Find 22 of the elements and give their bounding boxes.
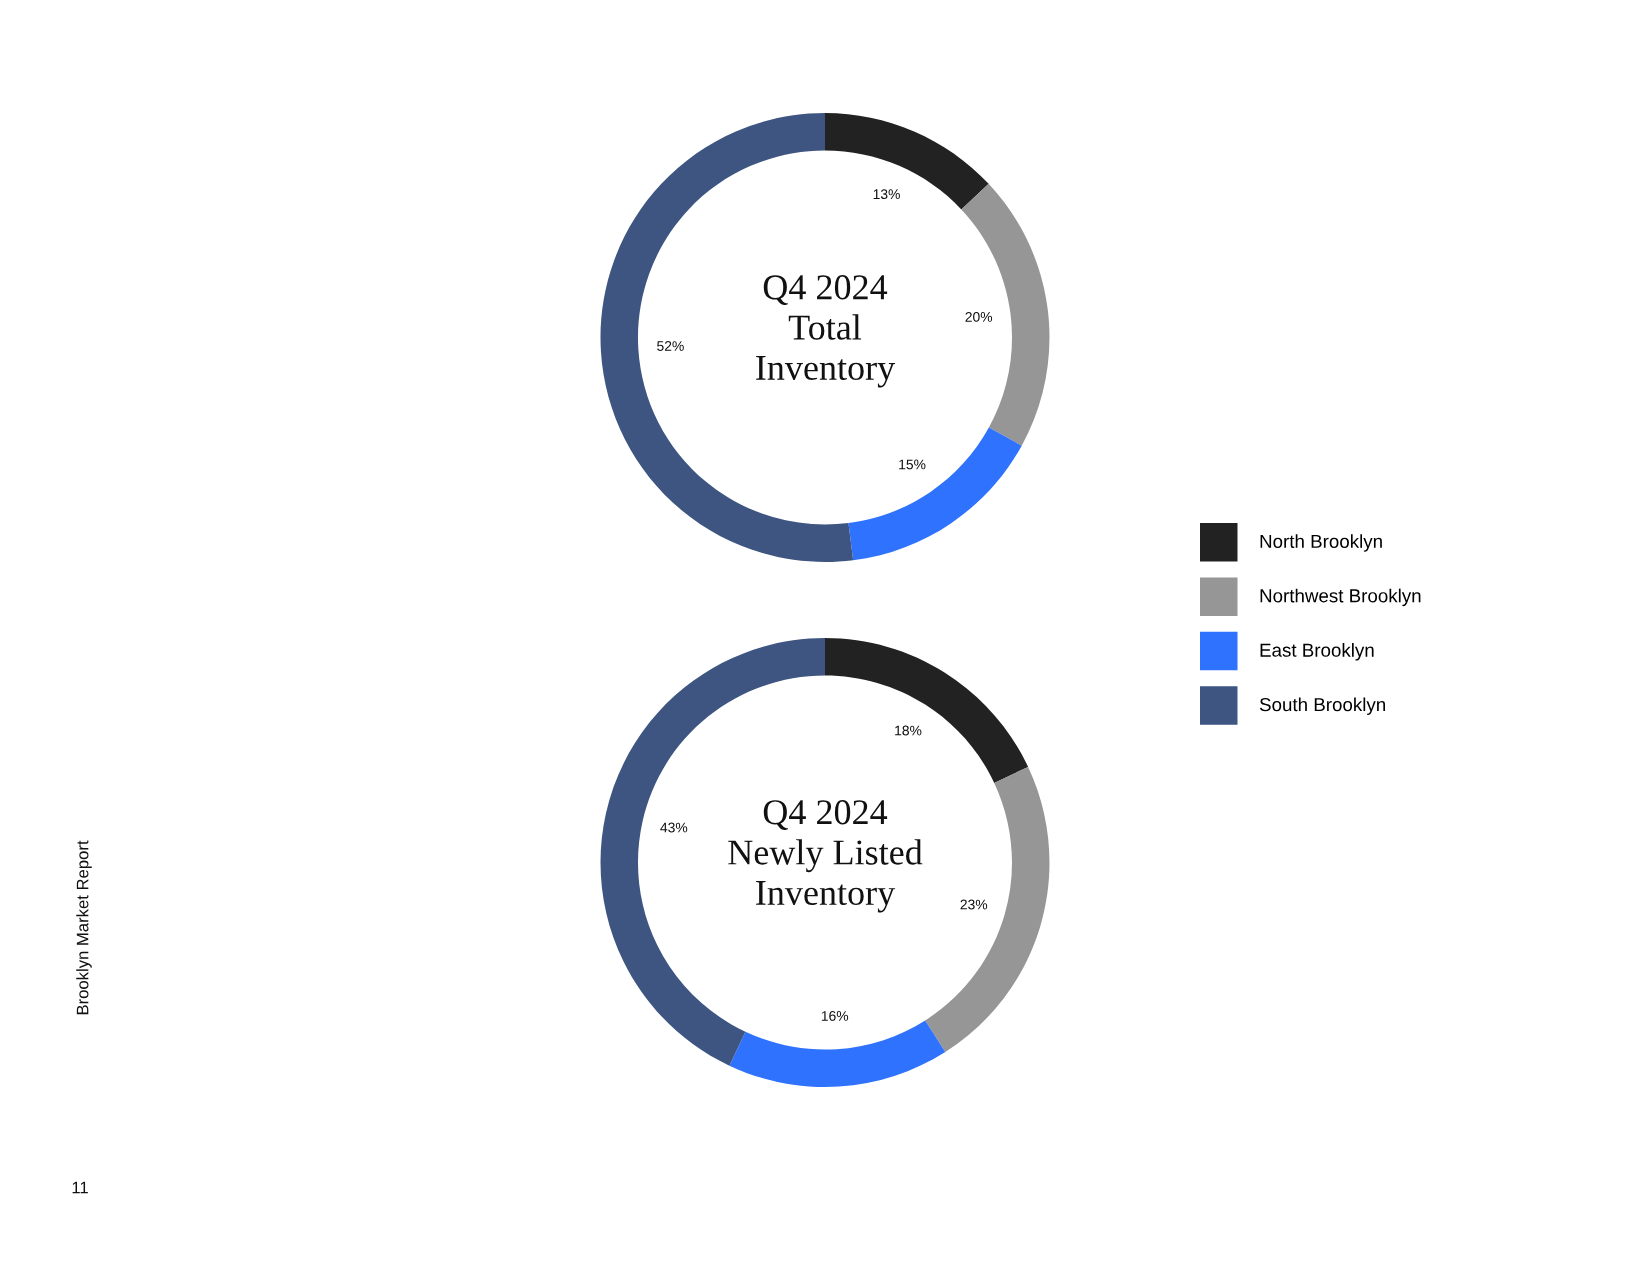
data-label: 52% [657, 341, 684, 351]
data-label: 20% [965, 311, 993, 322]
text: Q4 2024 Newly Listed Inventory [728, 800, 923, 913]
data-label: 23% [960, 899, 988, 910]
donut-slice [848, 427, 1022, 561]
legend-label: North Brooklyn [1260, 534, 1382, 552]
donut-slice [825, 638, 1029, 783]
data-label: 43% [660, 822, 688, 833]
legend-label: East Brooklyn [1260, 643, 1374, 661]
legend-label: Northwest Brooklyn [1260, 588, 1421, 607]
donut-slice [729, 1020, 946, 1087]
text: 11 [72, 1181, 88, 1194]
data-label: 18% [895, 725, 922, 736]
text: Brooklyn Market Report [76, 840, 92, 1015]
donut-slice [925, 766, 1050, 1053]
donut-slice [961, 183, 1050, 446]
text: Q4 2024 Total Inventory [756, 275, 896, 388]
legend-label: South Brooklyn [1259, 697, 1385, 715]
donut-slice [825, 113, 989, 210]
data-label: 16% [821, 1010, 849, 1021]
data-label: 15% [899, 459, 926, 470]
data-label: 13% [873, 189, 900, 200]
